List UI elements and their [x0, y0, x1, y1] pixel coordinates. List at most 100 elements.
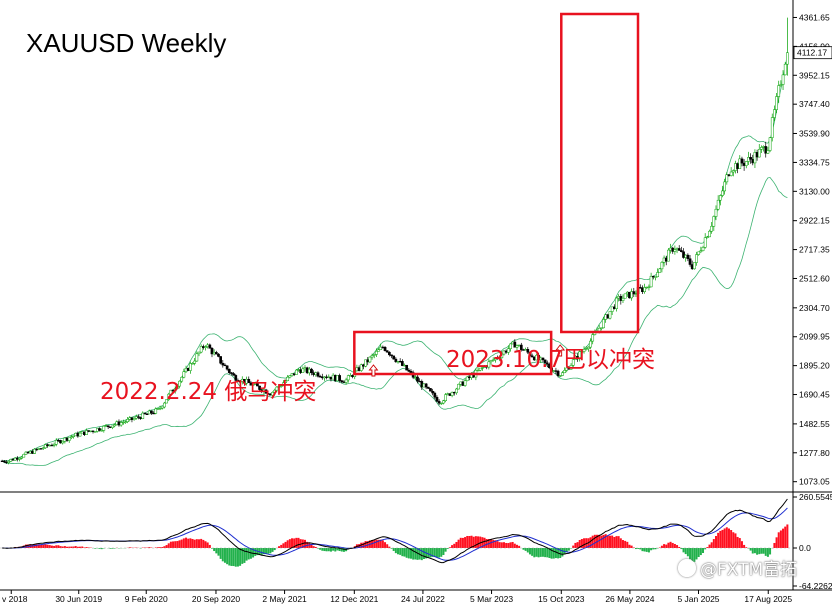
osc-histogram-bar	[323, 548, 325, 551]
osc-histogram-bar	[600, 536, 602, 548]
candle-body	[427, 387, 429, 388]
osc-histogram-bar	[421, 548, 423, 560]
osc-histogram-bar	[590, 537, 592, 548]
candle-body	[122, 422, 124, 423]
osc-histogram-bar	[561, 548, 563, 556]
osc-histogram-bar	[330, 548, 332, 552]
osc-histogram-bar	[648, 548, 650, 552]
osc-histogram-bar	[618, 536, 620, 548]
osc-histogram-bar	[172, 541, 174, 548]
osc-histogram-bar	[778, 532, 780, 548]
candle-body	[765, 146, 767, 153]
candle-body	[466, 377, 468, 381]
candle-body	[702, 247, 704, 250]
candle-body	[676, 248, 678, 249]
price-tick-label-2: 3952.15	[799, 70, 830, 80]
candle-body	[602, 319, 604, 327]
osc-histogram-bar	[70, 547, 72, 548]
osc-histogram-bar	[685, 548, 687, 554]
time-tick-label-3: 20 Sep 2020	[192, 594, 240, 604]
osc-histogram-bar	[678, 547, 680, 548]
candle-body	[607, 315, 609, 319]
price-tick-label-15: 1277.80	[799, 448, 830, 458]
candle-body	[626, 292, 628, 294]
price-tick-label-5: 3334.75	[799, 157, 830, 167]
osc-histogram-bar	[646, 548, 648, 552]
osc-histogram-bar	[207, 542, 209, 548]
candle-body	[609, 312, 611, 319]
candle-body	[204, 347, 206, 348]
osc-histogram-bar	[509, 542, 511, 548]
osc-histogram-bar	[196, 539, 198, 548]
price-tick-label-11: 2099.95	[799, 332, 830, 342]
candle-body	[457, 384, 459, 389]
candle-body	[369, 357, 371, 362]
osc-histogram-bar	[313, 546, 315, 548]
candle-body	[10, 459, 12, 461]
osc-histogram-bar	[717, 533, 719, 548]
candle-body	[401, 361, 403, 365]
candle-body	[442, 401, 444, 403]
candle-body	[42, 448, 44, 449]
candle-body	[600, 328, 602, 329]
candle-body	[349, 375, 351, 376]
osc-histogram-bar	[233, 548, 235, 566]
osc-histogram-bar	[321, 548, 323, 551]
osc-histogram-bar	[401, 548, 403, 556]
candle-body	[762, 146, 764, 147]
candle-body	[148, 411, 150, 414]
candle-body	[34, 449, 36, 453]
candle-body	[351, 375, 353, 376]
candle-body	[211, 348, 213, 354]
osc-histogram-bar	[776, 537, 778, 548]
osc-histogram-bar	[343, 548, 345, 552]
osc-histogram-bar	[501, 542, 503, 548]
osc-histogram-bar	[267, 548, 269, 554]
osc-histogram-bar	[445, 548, 447, 552]
time-tick-label-11: 17 Aug 2025	[744, 594, 792, 604]
candle-body	[678, 248, 680, 250]
osc-histogram-bar	[170, 542, 172, 548]
candle-body	[390, 355, 392, 356]
candle-body	[120, 423, 122, 426]
candle-body	[786, 53, 788, 64]
candle-body	[224, 365, 226, 366]
candle-body	[717, 200, 719, 209]
candle-body	[760, 147, 762, 149]
candle-body	[326, 377, 328, 378]
osc-histogram-bar	[713, 539, 715, 548]
candle-body	[88, 430, 90, 431]
candle-body	[674, 250, 676, 252]
candle-body	[133, 418, 135, 419]
osc-histogram-bar	[611, 536, 613, 548]
osc-histogram-bar	[388, 547, 390, 548]
price-tick-label-13: 1690.45	[799, 390, 830, 400]
osc-histogram-bar	[215, 548, 217, 553]
osc-histogram-bar	[724, 528, 726, 548]
annotation-israel: 2023.10.7巴以冲突	[446, 340, 655, 374]
candle-body	[213, 352, 215, 354]
candle-body	[345, 380, 347, 383]
candle-body	[654, 277, 656, 278]
osc-histogram-bar	[750, 548, 752, 551]
osc-histogram-bar	[202, 540, 204, 548]
osc-histogram-bar	[620, 538, 622, 548]
price-tick-label-8: 2717.35	[799, 245, 830, 255]
osc-histogram-bar	[68, 547, 70, 548]
osc-histogram-bar	[438, 548, 440, 558]
candle-body	[429, 388, 431, 391]
candle-body	[49, 445, 51, 446]
candle-body	[101, 430, 103, 431]
candle-body	[730, 172, 732, 176]
candle-body	[36, 449, 38, 450]
osc-histogram-bar	[667, 543, 669, 548]
candle-body	[155, 409, 157, 413]
osc-histogram-bar	[166, 545, 168, 548]
candle-body	[384, 347, 386, 350]
candle-body	[778, 86, 780, 97]
candle-body	[187, 368, 189, 370]
candle-body	[198, 352, 200, 354]
osc-histogram-bar	[728, 529, 730, 548]
osc-histogram-bar	[492, 540, 494, 548]
current-price-label: 4112.17	[797, 48, 827, 58]
